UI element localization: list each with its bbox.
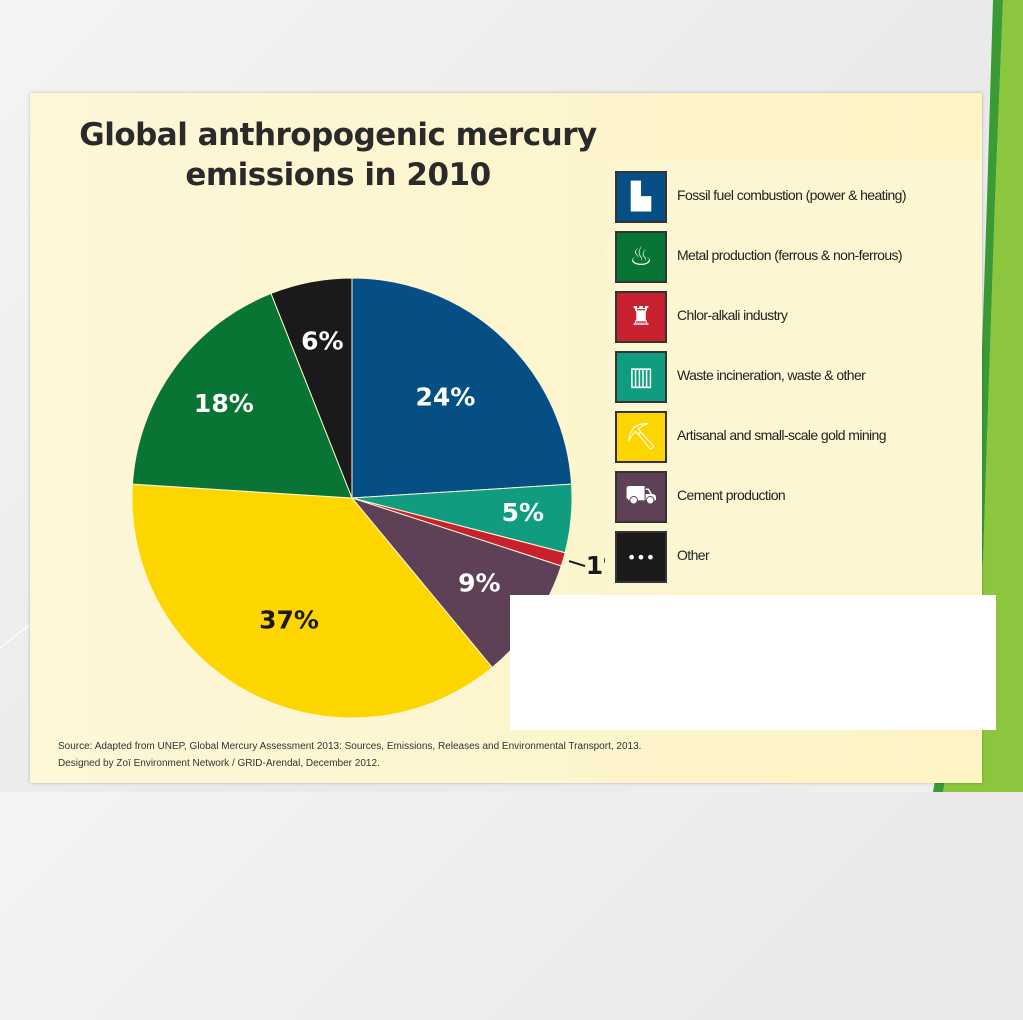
source-line: Source: Adapted from UNEP, Global Mercur… (58, 741, 642, 752)
legend-item-cement: ⛟ Cement production (615, 471, 975, 525)
source-credit: Source: Adapted from UNEP, Global Mercur… (58, 738, 641, 772)
legend: ▙ Fossil fuel combustion (power & heatin… (605, 161, 982, 591)
slice-value-label-0: 24% (415, 383, 475, 412)
pie-slice-4 (131, 483, 493, 719)
pie-slice-5 (131, 292, 353, 499)
legend-item-fossil-fuel: ▙ Fossil fuel combustion (power & heatin… (615, 171, 975, 225)
legend-item-gold-mining: ⛏ Artisanal and small-scale gold mining (615, 411, 975, 465)
legend-label: Fossil fuel combustion (power & heating) (677, 187, 907, 203)
legend-label: Cement production (677, 487, 786, 503)
blank-overlay-box (510, 595, 996, 730)
chart-title: Global anthropogenic mercury emissions i… (58, 115, 618, 195)
waste-bin-icon: ▥ (615, 351, 667, 403)
infographic-poster: Global anthropogenic mercury emissions i… (30, 93, 996, 783)
pie-slice-6 (270, 277, 353, 499)
slice-value-label-4: 37% (259, 605, 319, 634)
legend-label: Chlor-alkali industry (677, 307, 788, 323)
legend-label: Metal production (ferrous & non-ferrous) (677, 247, 903, 263)
chemical-plant-icon: ♜ (615, 291, 667, 343)
legend-item-chlor-alkali: ♜ Chlor-alkali industry (615, 291, 975, 345)
pie-slice-0 (351, 277, 573, 499)
pie-chart: 24%5%1%9%37%18%6% (131, 277, 610, 719)
legend-label: Artisanal and small-scale gold mining (677, 427, 887, 443)
ellipsis-icon: ••• (615, 531, 667, 583)
leader-line-2 (568, 560, 586, 568)
metal-pouring-icon: ♨ (615, 231, 667, 283)
factory-icon: ▙ (615, 171, 667, 223)
legend-label: Waste incineration, waste & other (677, 367, 866, 383)
legend-item-other: ••• Other (615, 531, 975, 585)
chart-title-line-1: Global anthropogenic mercury (79, 117, 597, 153)
slice-value-label-5: 18% (194, 389, 254, 418)
slice-value-label-1: 5% (502, 498, 544, 527)
legend-label: Other (677, 547, 710, 563)
slice-value-label-3: 9% (458, 569, 500, 598)
cement-truck-icon: ⛟ (615, 471, 667, 523)
gold-mining-icon: ⛏ (615, 411, 667, 463)
legend-item-waste: ▥ Waste incineration, waste & other (615, 351, 975, 405)
legend-item-metal-production: ♨ Metal production (ferrous & non-ferrou… (615, 231, 975, 285)
slice-value-label-6: 6% (301, 326, 343, 355)
designer-credit-line: Designed by Zoï Environment Network / GR… (58, 758, 380, 769)
chart-title-line-2: emissions in 2010 (185, 157, 491, 193)
